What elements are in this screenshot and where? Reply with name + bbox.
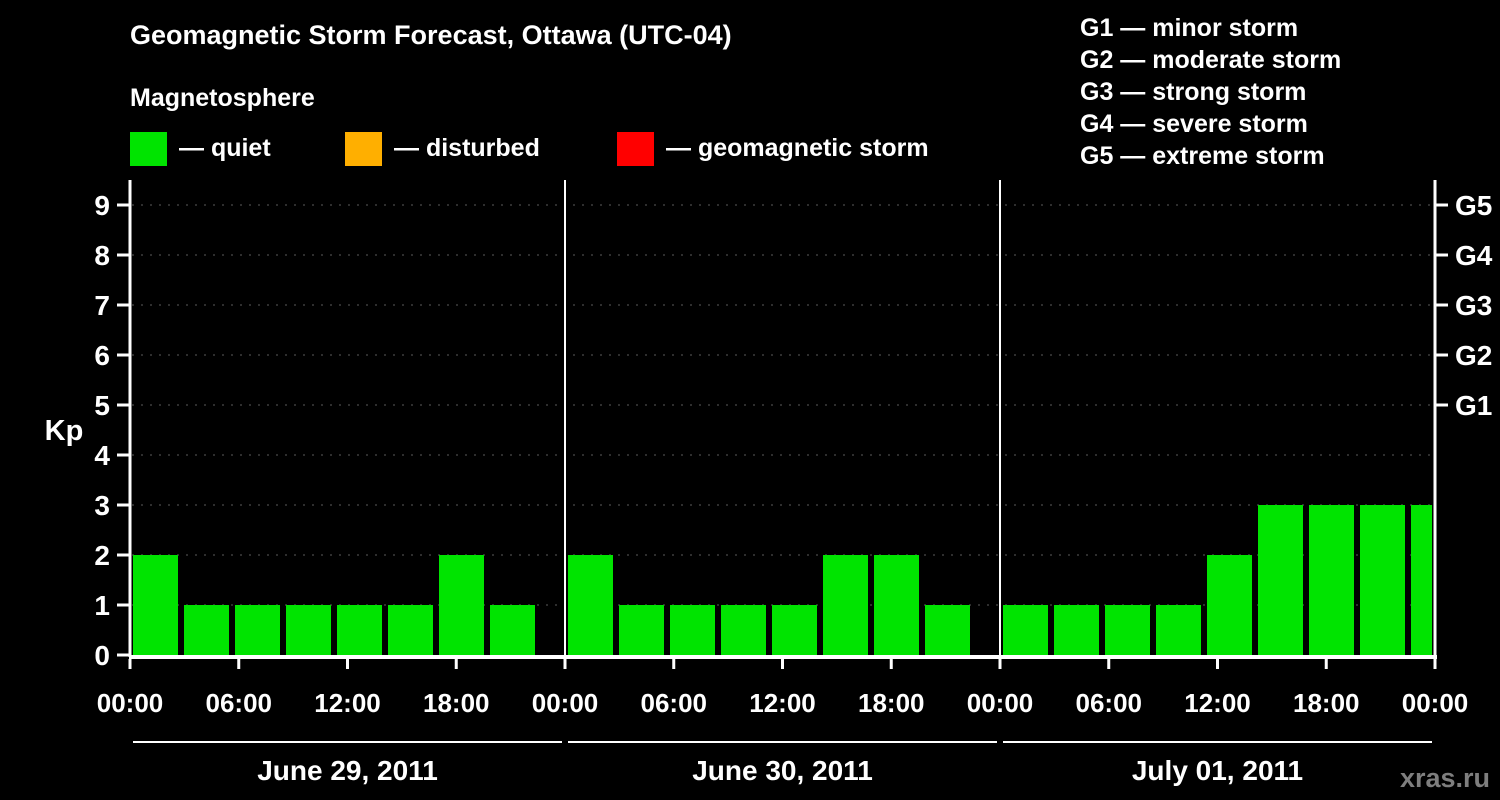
y-tick-label-9: 9 bbox=[94, 190, 110, 221]
date-label-1: June 29, 2011 bbox=[257, 755, 438, 786]
x-tick-label-8: 00:00 bbox=[967, 688, 1034, 718]
legend-item-storm: — geomagnetic storm bbox=[617, 131, 929, 166]
disturbed-color-swatch bbox=[345, 131, 382, 166]
kp-bar-day1-slot3 bbox=[235, 605, 280, 655]
kp-bar-day3-slot5 bbox=[1207, 555, 1252, 655]
kp-bar-day3-slot6 bbox=[1258, 505, 1303, 655]
g-label-G5: G5 bbox=[1455, 190, 1492, 221]
kp-bar-day3-slot1 bbox=[1003, 605, 1048, 655]
kp-bar-day1-slot7 bbox=[439, 555, 484, 655]
x-tick-label-1: 06:00 bbox=[206, 688, 273, 718]
storm-scale-item-g5: G5 — extreme storm bbox=[1080, 142, 1325, 170]
kp-bar-day3-slot8 bbox=[1360, 505, 1405, 655]
kp-bar-day2-slot4 bbox=[721, 605, 766, 655]
quiet-color-swatch bbox=[130, 131, 167, 166]
x-tick-label-3: 18:00 bbox=[423, 688, 490, 718]
x-tick-label-11: 18:00 bbox=[1293, 688, 1360, 718]
kp-bar-day2-slot8 bbox=[925, 605, 970, 655]
kp-bar-partial-next bbox=[1411, 505, 1432, 655]
g-label-G2: G2 bbox=[1455, 340, 1492, 371]
g-label-G1: G1 bbox=[1455, 390, 1492, 421]
storm-scale-item-g4: G4 — severe storm bbox=[1080, 110, 1308, 138]
x-tick-label-7: 18:00 bbox=[858, 688, 925, 718]
kp-bar-day1-slot2 bbox=[184, 605, 229, 655]
magnetosphere-label: Magnetosphere bbox=[130, 84, 315, 112]
y-axis-title: Kp bbox=[45, 415, 84, 447]
legend-item-quiet: — quiet bbox=[130, 131, 271, 166]
y-tick-label-2: 2 bbox=[94, 540, 110, 571]
kp-bar-day2-slot5 bbox=[772, 605, 817, 655]
y-tick-label-8: 8 bbox=[94, 240, 110, 271]
x-tick-label-5: 06:00 bbox=[641, 688, 708, 718]
watermark: xras.ru bbox=[1399, 763, 1490, 793]
kp-bar-day1-slot6 bbox=[388, 605, 433, 655]
legend-item-storm-label: — geomagnetic storm bbox=[666, 134, 929, 162]
y-tick-label-3: 3 bbox=[94, 490, 110, 521]
storm-color-swatch bbox=[617, 131, 654, 166]
kp-bar-day1-slot5 bbox=[337, 605, 382, 655]
storm-scale-item-g1: G1 — minor storm bbox=[1080, 14, 1299, 42]
y-tick-label-4: 4 bbox=[94, 440, 110, 471]
kp-bar-day1-slot1 bbox=[133, 555, 178, 655]
x-tick-label-2: 12:00 bbox=[314, 688, 381, 718]
kp-bar-day1-slot4 bbox=[286, 605, 331, 655]
kp-bar-day3-slot3 bbox=[1105, 605, 1150, 655]
g-label-G4: G4 bbox=[1455, 240, 1493, 271]
x-tick-label-10: 12:00 bbox=[1184, 688, 1251, 718]
kp-bar-day3-slot4 bbox=[1156, 605, 1201, 655]
x-tick-label-9: 06:00 bbox=[1076, 688, 1143, 718]
kp-bar-day2-slot7 bbox=[874, 555, 919, 655]
kp-bar-day2-slot1 bbox=[568, 555, 613, 655]
x-tick-label-4: 00:00 bbox=[532, 688, 599, 718]
storm-scale-item-g3: G3 — strong storm bbox=[1080, 78, 1307, 106]
kp-bar-day2-slot6 bbox=[823, 555, 868, 655]
legend-item-quiet-label: — quiet bbox=[179, 134, 271, 162]
legend-item-disturbed: — disturbed bbox=[345, 131, 540, 166]
x-tick-label-0: 00:00 bbox=[97, 688, 164, 718]
kp-bar-day1-slot8 bbox=[490, 605, 535, 655]
y-tick-label-6: 6 bbox=[94, 340, 110, 371]
y-tick-label-1: 1 bbox=[94, 590, 110, 621]
x-tick-label-12: 00:00 bbox=[1402, 688, 1469, 718]
kp-bar-day2-slot3 bbox=[670, 605, 715, 655]
y-tick-label-7: 7 bbox=[94, 290, 110, 321]
date-label-3: July 01, 2011 bbox=[1132, 755, 1303, 786]
legend-item-disturbed-label: — disturbed bbox=[394, 134, 540, 162]
g-label-G3: G3 bbox=[1455, 290, 1492, 321]
kp-bar-day3-slot7 bbox=[1309, 505, 1354, 655]
x-tick-label-6: 12:00 bbox=[749, 688, 816, 718]
kp-bar-day3-slot2 bbox=[1054, 605, 1099, 655]
kp-bar-day2-slot2 bbox=[619, 605, 664, 655]
y-tick-label-5: 5 bbox=[94, 390, 110, 421]
storm-scale-item-g2: G2 — moderate storm bbox=[1080, 46, 1342, 74]
storm-scale-legend: G1 — minor storm G2 — moderate storm G3 … bbox=[1080, 12, 1341, 172]
date-label-2: June 30, 2011 bbox=[692, 755, 873, 786]
y-tick-label-0: 0 bbox=[94, 640, 110, 671]
chart-title: Geomagnetic Storm Forecast, Ottawa (UTC-… bbox=[130, 20, 732, 50]
